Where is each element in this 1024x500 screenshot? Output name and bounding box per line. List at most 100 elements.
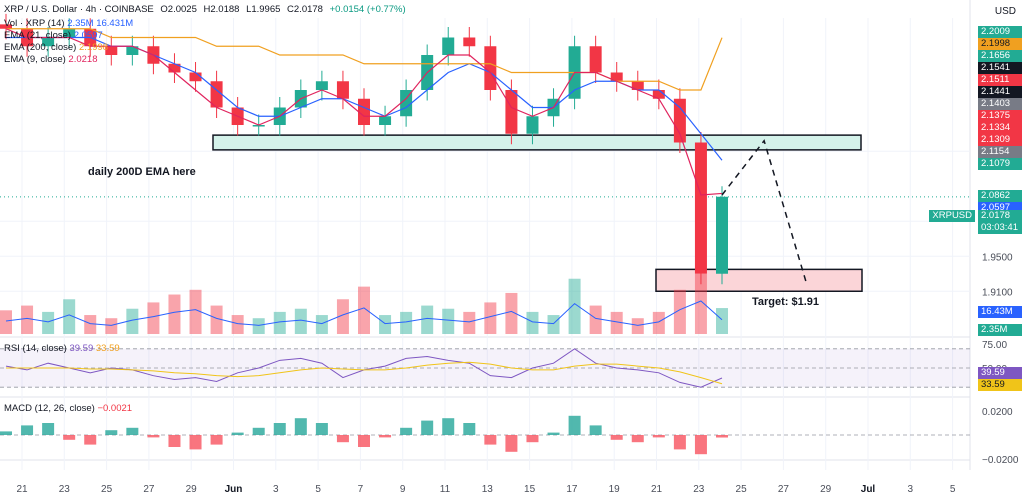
ohlc-close: C2.0178 (287, 4, 323, 15)
target-label: Target: $1.91 (752, 296, 820, 308)
volume-bar (358, 286, 370, 334)
candle-body (42, 37, 55, 47)
price-scale-tag: 2.0862 (978, 190, 1022, 202)
candle-body (189, 72, 202, 82)
rsi-tick-label: 75.00 (982, 340, 1007, 351)
candle-body (694, 142, 707, 274)
candle-body (652, 90, 665, 99)
indicator-label: EMA (9, close) (4, 54, 69, 65)
macd-histogram-bar (0, 431, 12, 435)
macd-histogram-bar (63, 435, 76, 440)
x-axis-label: 25 (101, 484, 113, 495)
macd-label: MACD (12, 26, close) (4, 403, 95, 414)
ema-zone-box (212, 134, 862, 151)
rsi-ma-line (6, 361, 723, 385)
currency-label: USD (994, 6, 1016, 17)
x-axis-label: 21 (651, 484, 663, 495)
indicator-label: Vol · XRP (14) (4, 18, 68, 29)
volume-ma-line (5, 300, 723, 326)
x-axis-label: 3 (908, 484, 914, 495)
macd-legend: MACD (12, 26, close) −0.0021 (4, 403, 132, 414)
macd-histogram-bar (210, 435, 223, 445)
macd-histogram-bar (147, 435, 160, 438)
x-axis-label: 15 (524, 484, 536, 495)
macd-histogram-bar (42, 423, 55, 435)
candle-body (484, 46, 497, 90)
candle-body (610, 72, 623, 82)
macd-histogram-bar (547, 432, 560, 435)
macd-histogram-bar (526, 435, 539, 443)
volume-bar (168, 294, 181, 334)
x-axis-label: 5 (315, 484, 321, 495)
volume-bar (673, 289, 686, 334)
volume-bar (463, 311, 476, 334)
volume-bar (631, 318, 644, 334)
indicator-legend-item[interactable]: Vol · XRP (14) 2.35M 16.431M (4, 18, 133, 29)
volume-bar (210, 305, 223, 334)
macd-histogram-bar (400, 427, 413, 435)
indicator-legend-item[interactable]: EMA (200, close) 2.1998 (4, 42, 108, 53)
volume-bar (315, 315, 328, 334)
candle-body (505, 90, 518, 134)
macd-histogram-bar (589, 425, 602, 435)
x-axis-label: 29 (186, 484, 198, 495)
macd-histogram-bar (505, 435, 518, 452)
rsi-ma-tag: 33.59 (978, 379, 1022, 391)
volume-bar (716, 308, 728, 334)
candle-body (589, 46, 602, 73)
x-axis-label: 27 (778, 484, 790, 495)
ohlc-change: +0.0154 (+0.77%) (329, 4, 406, 15)
volume-bar (652, 311, 665, 334)
volume-bar (547, 315, 560, 334)
volume-bar (484, 302, 497, 334)
volume-bar (442, 308, 455, 334)
volume-bar (63, 299, 76, 334)
macd-histogram-bar (673, 435, 686, 450)
indicator-value: 2.0597 (73, 30, 103, 41)
x-axis-label: 13 (482, 484, 494, 495)
candle-body (63, 28, 76, 38)
indicator-legend-item[interactable]: EMA (21, close) 2.0597 (4, 30, 103, 41)
price-scale-tag: 2.1511 (978, 74, 1022, 86)
chart-header: XRP / U.S. Dollar · 4h · COINBASE O2.002… (4, 4, 410, 15)
x-axis-label: 19 (609, 484, 621, 495)
ohlc-open: O2.0025 (160, 4, 197, 15)
macd-histogram-bar (568, 415, 581, 435)
volume-bar (21, 305, 34, 334)
candle-body (673, 98, 686, 143)
macd-histogram-bar (379, 435, 392, 438)
candle-body (631, 81, 644, 90)
x-axis-label: 29 (820, 484, 832, 495)
candle-body (336, 81, 349, 99)
macd-histogram-bar (231, 432, 244, 435)
macd-histogram-bar (631, 435, 644, 443)
price-scale-tag: 2.1375 (978, 110, 1022, 122)
price-tick-label: 1.9500 (982, 252, 1013, 263)
symbol-title: XRP / U.S. Dollar · 4h · COINBASE (4, 4, 154, 15)
x-axis-label: 5 (950, 484, 956, 495)
volume-bar (42, 311, 55, 334)
volume-tag: 2.35M (978, 324, 1022, 336)
indicator-legend-item[interactable]: EMA (9, close) 2.0218 (4, 54, 97, 65)
ohlc-low: L1.9965 (246, 4, 281, 15)
macd-histogram-bar (21, 425, 34, 435)
x-axis-label: 11 (440, 484, 451, 495)
price-tick-label: 1.9100 (982, 287, 1013, 298)
x-axis-label: 25 (736, 484, 748, 495)
volume-bar (400, 311, 413, 334)
projection-path (721, 139, 807, 283)
price-scale-tag: 2.1154 (978, 146, 1022, 158)
candle-body (716, 196, 728, 274)
x-axis-label: 17 (566, 484, 578, 495)
volume-bar (273, 311, 286, 334)
ohlc-high: H2.0188 (203, 4, 240, 15)
candle-body (358, 98, 370, 125)
volume-bar (294, 308, 307, 334)
macd-histogram-bar (610, 435, 623, 440)
price-scale-tag: 2.1079 (978, 158, 1022, 170)
macd-histogram-bar (252, 427, 265, 435)
indicator-value: 2.35M 16.431M (67, 18, 134, 29)
volume-bar (526, 311, 539, 334)
macd-tick-label: 0.0200 (982, 407, 1013, 418)
